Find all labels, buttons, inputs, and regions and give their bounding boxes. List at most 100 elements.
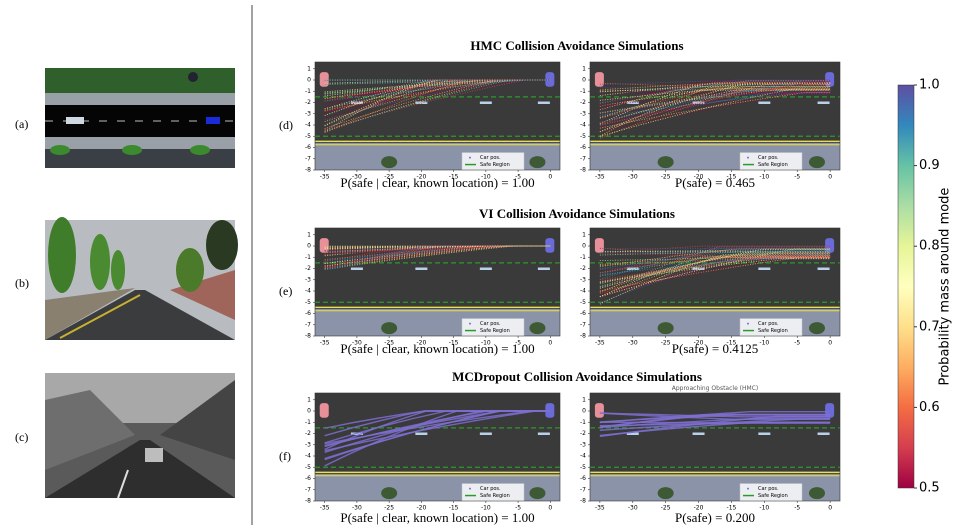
row-title: HMC Collision Avoidance Simulations: [470, 38, 683, 53]
y-tick-label: -6: [305, 475, 311, 482]
y-tick-label: -3: [305, 110, 311, 117]
lane-dash: [538, 268, 550, 271]
x-tick-label: -5: [794, 174, 800, 181]
y-tick-label: -1: [305, 419, 311, 426]
legend-entry: Car pos.: [480, 321, 501, 327]
y-tick-label: 1: [582, 65, 586, 72]
x-tick-label: 0: [828, 340, 832, 347]
bush: [658, 322, 674, 334]
legend-entry: Safe Region: [480, 162, 510, 168]
y-tick-label: -4: [305, 453, 311, 460]
x-tick-label: -30: [628, 174, 638, 181]
bush: [381, 156, 397, 168]
x-tick-label: -25: [661, 340, 671, 347]
y-tick-label: 0: [582, 77, 586, 84]
panel-label: (a): [15, 117, 28, 131]
x-tick-label: -35: [595, 340, 605, 347]
lane-dash: [818, 433, 830, 436]
x-tick-label: -35: [320, 340, 330, 347]
y-tick-label: 1: [582, 231, 586, 238]
bush: [529, 322, 545, 334]
legend-entry: Safe Region: [758, 493, 788, 499]
y-tick-label: -7: [305, 321, 311, 328]
x-tick-label: 0: [828, 505, 832, 512]
ego-car: [545, 238, 554, 253]
row-label: (e): [279, 284, 292, 298]
subplot: -35-30-25-20-15-10-5010-1-2-3-4-5-6-7-8C…: [305, 62, 560, 190]
x-tick-label: 0: [828, 174, 832, 181]
y-tick-label: -7: [580, 155, 586, 162]
y-tick-label: -5: [580, 299, 586, 306]
legend-entry: Car pos.: [480, 155, 501, 161]
row-title: VI Collision Avoidance Simulations: [479, 206, 675, 221]
sidewalk: [590, 474, 840, 501]
lane-dash: [693, 433, 705, 436]
row-title: MCDropout Collision Avoidance Simulation…: [452, 369, 702, 384]
y-tick-label: -2: [305, 99, 311, 106]
row-label: (d): [279, 118, 293, 132]
plot-caption: P(safe | clear, known location) = 1.00: [340, 175, 534, 190]
y-tick-label: -5: [580, 464, 586, 471]
y-tick-label: -7: [305, 486, 311, 493]
bush: [658, 487, 674, 499]
y-tick-label: -5: [305, 133, 311, 140]
legend-entry: Car pos.: [758, 321, 779, 327]
plot-caption: P(safe) = 0.4125: [672, 341, 758, 356]
y-tick-label: -1: [305, 88, 311, 95]
lane-dash: [818, 102, 830, 105]
y-tick-label: -2: [580, 99, 586, 106]
y-tick-label: 1: [307, 396, 311, 403]
sidewalk: [590, 143, 840, 170]
y-tick-label: -3: [580, 441, 586, 448]
y-tick-label: -7: [580, 486, 586, 493]
legend-swatch: [747, 323, 749, 325]
x-tick-label: -10: [759, 174, 769, 181]
y-tick-label: -7: [580, 321, 586, 328]
subplot: -35-30-25-20-15-10-5010-1-2-3-4-5-6-7-8C…: [305, 393, 560, 525]
colorbar-tick-label: 0.5: [919, 481, 940, 496]
colorbar: [898, 85, 914, 488]
lane-dash: [415, 268, 427, 271]
colorbar-tick-label: 0.9: [919, 158, 940, 173]
bush: [809, 322, 825, 334]
y-tick-label: -8: [305, 167, 311, 174]
plot-caption: P(safe) = 0.465: [675, 175, 755, 190]
x-tick-label: -10: [759, 340, 769, 347]
y-tick-label: -3: [580, 110, 586, 117]
subplot: -35-30-25-20-15-10-5010-1-2-3-4-5-6-7-8C…: [580, 228, 840, 356]
y-tick-label: -2: [580, 265, 586, 272]
legend-swatch: [469, 488, 471, 490]
row-label: (f): [279, 449, 291, 463]
bush: [658, 156, 674, 168]
lane-dash: [758, 102, 770, 105]
lane-dash: [758, 268, 770, 271]
colorbar-label: Probability mass around mode: [938, 188, 953, 386]
legend-entry: Safe Region: [480, 493, 510, 499]
panel-label: (c): [15, 430, 28, 444]
legend-entry: Car pos.: [758, 486, 779, 492]
lane-dash: [480, 102, 492, 105]
subplot: -35-30-25-20-15-10-5010-1-2-3-4-5-6-7-8C…: [580, 62, 840, 190]
x-tick-label: 0: [548, 174, 552, 181]
x-tick-label: -5: [794, 505, 800, 512]
legend-entry: Safe Region: [480, 328, 510, 334]
obstacle-car: [595, 238, 604, 253]
y-tick-label: -3: [305, 276, 311, 283]
lane-dash: [758, 433, 770, 436]
subplot: -35-30-25-20-15-10-5010-1-2-3-4-5-6-7-8C…: [580, 385, 840, 525]
y-tick-label: 1: [307, 65, 311, 72]
plot-caption: P(safe | clear, known location) = 1.00: [340, 341, 534, 356]
subplot: -35-30-25-20-15-10-5010-1-2-3-4-5-6-7-8C…: [305, 228, 560, 356]
image-a: [45, 68, 235, 168]
ego-car: [825, 238, 834, 253]
y-tick-label: -3: [305, 441, 311, 448]
y-tick-label: -5: [580, 133, 586, 140]
x-tick-label: -25: [661, 174, 671, 181]
y-tick-label: -2: [305, 430, 311, 437]
y-tick-label: -6: [305, 310, 311, 317]
x-tick-label: -35: [320, 174, 330, 181]
x-tick-label: -25: [661, 505, 671, 512]
bush: [809, 487, 825, 499]
obstacle-car: [320, 403, 329, 418]
y-tick-label: -8: [580, 167, 586, 174]
